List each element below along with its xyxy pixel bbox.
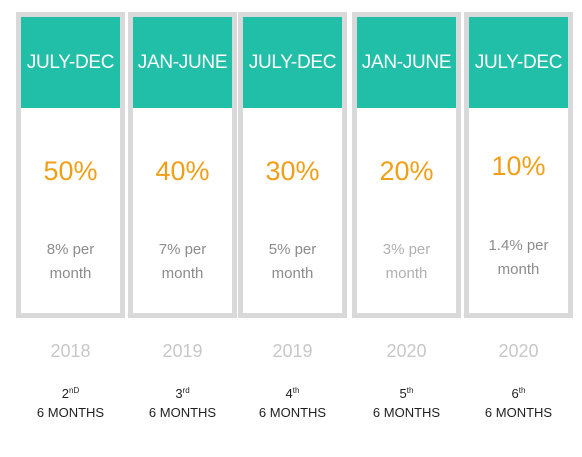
- ordinal: 2nD: [16, 384, 125, 403]
- year-label-4: 2020: [386, 341, 427, 361]
- monthly-rate-line2: month: [385, 265, 428, 282]
- monthly-rate: 8% per month: [21, 238, 120, 286]
- monthly-rate-line2: month: [49, 265, 92, 282]
- card-header: JAN-JUNE: [133, 17, 232, 108]
- year-label-3: 2019: [272, 341, 313, 361]
- ordinal-number: 3: [175, 386, 183, 401]
- year-label-1: 2018: [50, 341, 91, 361]
- ordinal: 3rd: [128, 384, 237, 403]
- ordinal-number: 6: [511, 386, 519, 401]
- monthly-rate: 5% per month: [243, 238, 342, 286]
- ordinal-number: 5: [399, 386, 407, 401]
- ordinal-number: 4: [285, 386, 293, 401]
- period-card-3: JULY-DEC 30% 5% per month: [238, 12, 347, 318]
- ordinal-suffix: th: [406, 386, 414, 395]
- period-label-4: 5th 6 MONTHS: [352, 384, 461, 422]
- monthly-rate-line1: 8% per: [46, 241, 95, 258]
- discount-percent: 40%: [155, 156, 210, 186]
- period-duration: 6 MONTHS: [484, 405, 553, 420]
- period-label-2: 3rd 6 MONTHS: [128, 384, 237, 422]
- monthly-rate-line2: month: [497, 261, 540, 278]
- discount-percent: 20%: [379, 156, 434, 186]
- period-duration: 6 MONTHS: [36, 405, 105, 420]
- period-duration: 6 MONTHS: [372, 405, 441, 420]
- monthly-rate-line1: 7% per: [158, 241, 207, 258]
- monthly-rate-line2: month: [271, 265, 314, 282]
- period-duration: 6 MONTHS: [148, 405, 217, 420]
- period-card-4: JAN-JUNE 20% 3% per month: [352, 12, 461, 318]
- period-label-1: 2nD 6 MONTHS: [16, 384, 125, 422]
- monthly-rate: 1.4% per month: [469, 234, 568, 282]
- ordinal-number: 2: [61, 386, 69, 401]
- ordinal: 6th: [464, 384, 573, 403]
- period-label-5: 6th 6 MONTHS: [464, 384, 573, 422]
- discount-percent: 50%: [43, 156, 98, 186]
- period-card-5: JULY-DEC 10% 1.4% per month: [464, 12, 573, 318]
- period-card-1: JULY-DEC 50% 8% per month: [16, 12, 125, 318]
- monthly-rate: 3% per month: [357, 238, 456, 286]
- card-header: JULY-DEC: [21, 17, 120, 108]
- period-label-3: 4th 6 MONTHS: [238, 384, 347, 422]
- monthly-rate: 7% per month: [133, 238, 232, 286]
- card-header: JAN-JUNE: [357, 17, 456, 108]
- card-header: JULY-DEC: [469, 17, 568, 108]
- year-label-2: 2019: [162, 341, 203, 361]
- discount-percent: 10%: [491, 151, 546, 181]
- card-header: JULY-DEC: [243, 17, 342, 108]
- monthly-rate-line1: 5% per: [268, 241, 317, 258]
- ordinal-suffix: nD: [69, 386, 80, 395]
- ordinal: 5th: [352, 384, 461, 403]
- period-duration: 6 MONTHS: [258, 405, 327, 420]
- ordinal-suffix: th: [518, 386, 526, 395]
- monthly-rate-line1: 3% per: [382, 241, 431, 258]
- ordinal-suffix: th: [292, 386, 300, 395]
- period-card-2: JAN-JUNE 40% 7% per month: [128, 12, 237, 318]
- monthly-rate-line2: month: [161, 265, 204, 282]
- ordinal-suffix: rd: [182, 386, 190, 395]
- ordinal: 4th: [238, 384, 347, 403]
- monthly-rate-line1: 1.4% per: [488, 237, 549, 254]
- discount-percent: 30%: [265, 156, 320, 186]
- year-label-5: 2020: [498, 341, 539, 361]
